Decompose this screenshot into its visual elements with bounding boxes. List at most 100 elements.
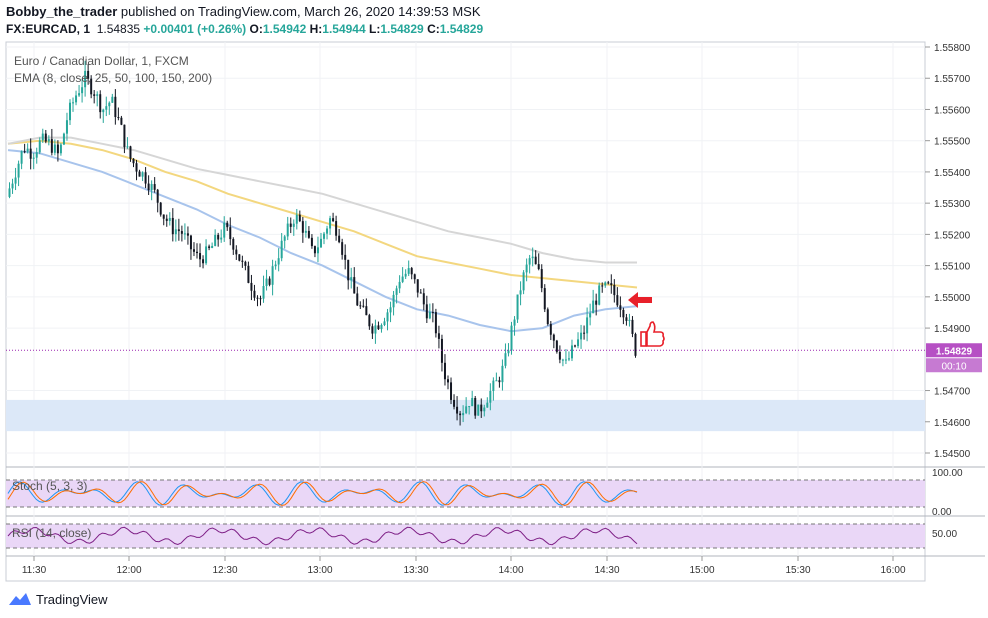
- footer-brand[interactable]: TradingView: [8, 591, 108, 607]
- candle-body: [407, 268, 410, 274]
- candle-body: [471, 397, 474, 407]
- time-axis[interactable]: 11:30 12:00 12:30 13:00 13:30 14:00 14:30 15:00…: [22, 556, 906, 576]
- price-tick-label: 1.55200: [934, 230, 971, 241]
- candle-body: [552, 334, 555, 341]
- candle-body: [586, 317, 589, 334]
- candle-body: [537, 264, 540, 270]
- candle-body: [525, 264, 528, 273]
- candle-body: [53, 144, 56, 153]
- candle-body: [153, 184, 156, 190]
- price-axis[interactable]: 1.55800 1.55700 1.55600 1.55500 1.55400 1.553…: [925, 43, 971, 460]
- candle-body: [78, 93, 81, 96]
- candle-body: [62, 133, 65, 145]
- candle-body: [23, 151, 26, 153]
- candle-body: [174, 229, 177, 235]
- candle-body: [253, 290, 256, 298]
- candle-body: [329, 218, 332, 229]
- candle-body: [389, 307, 392, 313]
- candle-body: [495, 380, 498, 382]
- candle-body: [99, 94, 102, 113]
- candle-body: [347, 259, 350, 281]
- ema-legend[interactable]: EMA (8, close, 25, 50, 100, 150, 200): [14, 71, 212, 85]
- candle-body: [108, 102, 111, 107]
- candle-body: [199, 253, 202, 260]
- candle-body: [516, 294, 519, 320]
- time-tick-label: 12:00: [116, 565, 141, 576]
- candle-body: [141, 172, 144, 177]
- candle-body: [341, 242, 344, 255]
- candle-body: [365, 306, 368, 316]
- candle-body: [162, 214, 165, 219]
- candle-body: [619, 305, 622, 310]
- time-tick-label: 11:30: [22, 565, 47, 576]
- candle-body: [268, 278, 271, 285]
- candle-body: [244, 261, 247, 266]
- candle-body: [443, 362, 446, 380]
- price-tick-label: 1.55800: [934, 43, 971, 54]
- footer-brand-text: TradingView: [36, 591, 108, 607]
- candle-body: [247, 265, 250, 283]
- candle-body: [214, 234, 217, 246]
- price-tick-label: 1.55300: [934, 199, 971, 210]
- candle-body: [459, 413, 462, 416]
- last-price: 1.54835: [96, 22, 141, 36]
- candle-body: [577, 339, 580, 347]
- candle-body: [558, 351, 561, 360]
- candle-body: [628, 319, 631, 321]
- candle-body: [75, 95, 78, 103]
- candle-body: [35, 152, 38, 158]
- candle-body: [383, 321, 386, 325]
- candle-body: [534, 256, 537, 265]
- timer-badge: [926, 358, 982, 373]
- rsi-legend[interactable]: RSI (14, close): [12, 526, 91, 540]
- candle-body: [132, 158, 135, 164]
- candle-body: [196, 251, 199, 254]
- candle-body: [319, 238, 322, 248]
- candle-body: [208, 246, 211, 248]
- candle-body: [498, 380, 501, 383]
- time-tick-label: 14:30: [594, 565, 619, 576]
- candle-body: [310, 237, 313, 247]
- candle-body: [634, 333, 637, 356]
- candle-body: [413, 274, 416, 280]
- candle-body: [422, 293, 425, 305]
- candle-body: [90, 78, 93, 95]
- candle-body: [292, 223, 295, 227]
- candle-body: [374, 325, 377, 334]
- candle-body: [344, 254, 347, 260]
- stoch-band: [6, 480, 925, 507]
- candle-body: [217, 234, 220, 240]
- candle-body: [595, 300, 598, 305]
- candle-body: [271, 266, 274, 285]
- instrument-legend[interactable]: Euro / Canadian Dollar, 1, FXCM: [14, 54, 189, 68]
- price-tick-label: 1.54600: [934, 418, 971, 429]
- candle-body: [262, 286, 265, 299]
- candle-body: [226, 222, 229, 228]
- candle-body: [323, 233, 326, 239]
- candle-body: [598, 285, 601, 305]
- candle-body: [283, 236, 286, 241]
- stoch-legend[interactable]: Stoch (5, 3, 3): [12, 479, 87, 493]
- time-tick-label: 12:30: [212, 565, 237, 576]
- candle-body: [395, 288, 398, 295]
- candle-body: [483, 407, 486, 412]
- price-tick-label: 1.55500: [934, 137, 971, 148]
- candle-body: [362, 305, 365, 307]
- candle-body: [371, 326, 374, 334]
- candle-body: [26, 148, 29, 152]
- candle-body: [531, 256, 534, 259]
- candle-body: [555, 340, 558, 352]
- candle-body: [332, 218, 335, 222]
- candle-body: [356, 293, 359, 306]
- author-name[interactable]: Bobby_the_trader: [6, 4, 118, 19]
- time-tick-label: 16:00: [880, 565, 905, 576]
- candle-body: [504, 353, 507, 366]
- stoch-tick-0: 0.00: [932, 507, 952, 518]
- price-tick-label: 1.55600: [934, 105, 971, 116]
- time-tick-label: 15:30: [785, 565, 810, 576]
- support-zone: [6, 399, 925, 432]
- candle-body: [171, 217, 174, 235]
- candle-body: [20, 151, 23, 164]
- candle-body: [428, 311, 431, 319]
